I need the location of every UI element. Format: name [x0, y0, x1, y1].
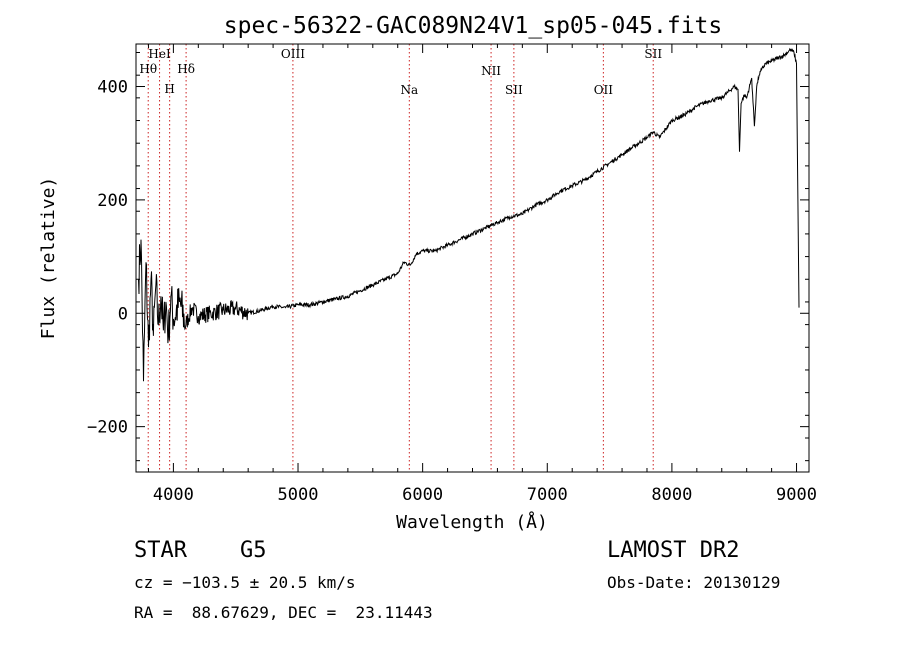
- survey-name: LAMOST DR2: [607, 538, 740, 563]
- line-label: H: [164, 82, 174, 96]
- line-label: Na: [400, 83, 418, 97]
- y-tick-label: −200: [87, 418, 128, 438]
- observation-date: Obs-Date: 20130129: [607, 573, 781, 592]
- y-axis-label: Flux (relative): [38, 177, 59, 340]
- y-tick-label: 200: [97, 191, 128, 211]
- line-label: SII: [505, 83, 523, 97]
- line-label: OIII: [281, 47, 305, 61]
- x-tick-label: 5000: [278, 485, 319, 505]
- x-axis-label: Wavelength (Å): [396, 511, 548, 533]
- y-tick-label: 0: [118, 304, 128, 324]
- line-label: Hδ: [177, 62, 195, 76]
- y-axis: −200 0 200 400: [87, 52, 809, 462]
- x-tick-label: 4000: [153, 485, 194, 505]
- x-tick-label: 9000: [776, 485, 817, 505]
- x-axis: 4000 5000 6000 7000 8000 9000: [147, 44, 817, 505]
- line-label: NII: [481, 64, 501, 78]
- sky-coordinates: RA = 88.67629, DEC = 23.11443: [134, 603, 433, 622]
- x-tick-label: 7000: [527, 485, 568, 505]
- plot-frame: [135, 43, 810, 473]
- x-tick-label: 8000: [651, 485, 692, 505]
- line-label: Hθ: [139, 62, 157, 76]
- line-label: SII: [644, 47, 662, 61]
- line-label: OII: [594, 83, 614, 97]
- redshift-cz: cz = −103.5 ± 20.5 km/s: [134, 573, 356, 592]
- line-label: HeI: [148, 47, 171, 61]
- y-tick-label: 400: [97, 78, 128, 98]
- x-tick-label: 6000: [402, 485, 443, 505]
- object-class: STAR G5: [134, 538, 267, 563]
- chart-title: spec-56322-GAC089N24V1_sp05-045.fits: [224, 13, 723, 39]
- spectrum-line: [138, 47, 800, 382]
